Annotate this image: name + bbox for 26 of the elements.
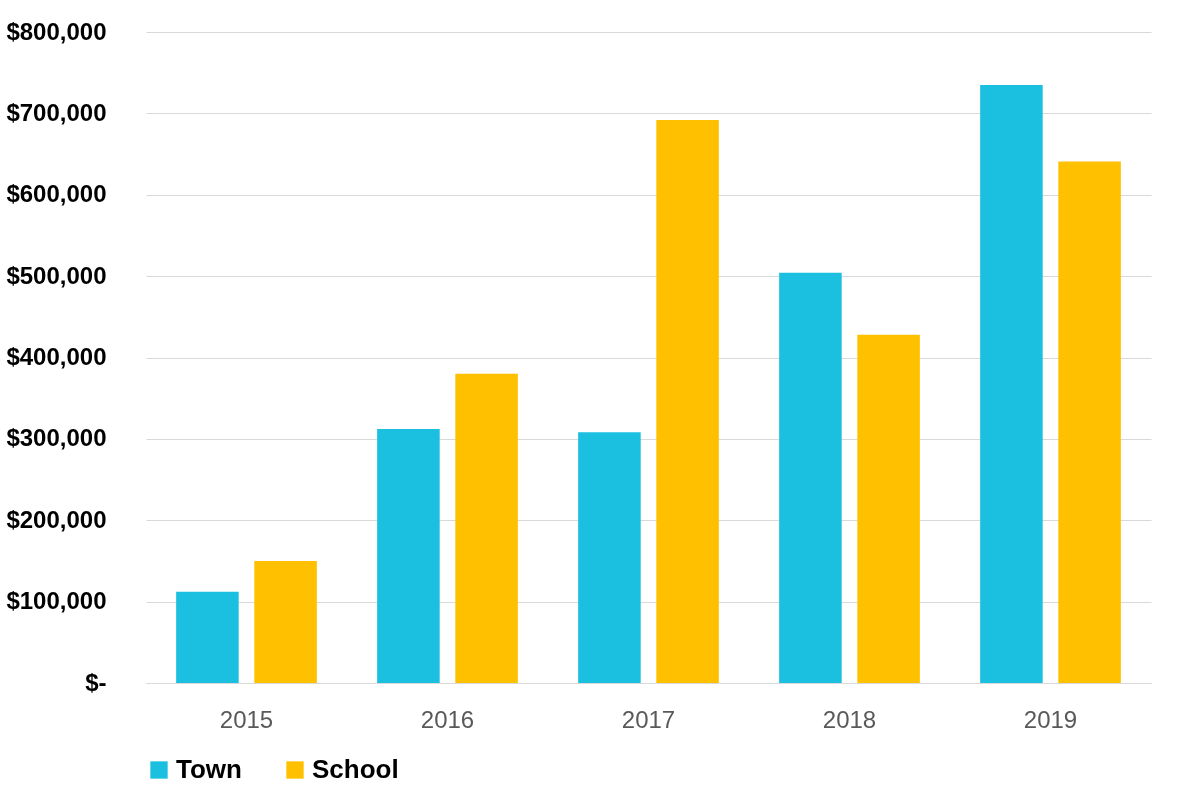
x-tick-label: 2018	[822, 705, 877, 733]
y-tick-label: $-	[85, 668, 107, 696]
y-tick-label: $400,000	[6, 343, 107, 370]
bar	[176, 591, 239, 683]
bar	[656, 119, 719, 683]
bar	[254, 560, 317, 683]
legend-label: Town	[176, 754, 242, 784]
bar	[377, 429, 440, 683]
y-tick-label: $700,000	[6, 98, 107, 126]
x-tick-label: 2019	[1023, 705, 1078, 733]
bar	[455, 373, 518, 683]
y-tick-label: $100,000	[6, 587, 107, 615]
x-tick-label: 2017	[621, 705, 676, 733]
y-tick-label: $300,000	[6, 424, 107, 452]
bar	[980, 84, 1043, 683]
y-tick-label: $500,000	[6, 261, 107, 289]
x-tick-label: 2015	[219, 705, 274, 733]
y-tick-label: $200,000	[6, 505, 107, 533]
y-tick-label: $600,000	[6, 180, 107, 208]
bar	[857, 334, 920, 683]
y-tick-label: $800,000	[6, 17, 107, 45]
bar	[779, 272, 842, 683]
x-tick-label: 2016	[420, 705, 475, 733]
bar	[578, 432, 641, 683]
legend-label: School	[312, 754, 399, 784]
bar	[1058, 161, 1121, 683]
